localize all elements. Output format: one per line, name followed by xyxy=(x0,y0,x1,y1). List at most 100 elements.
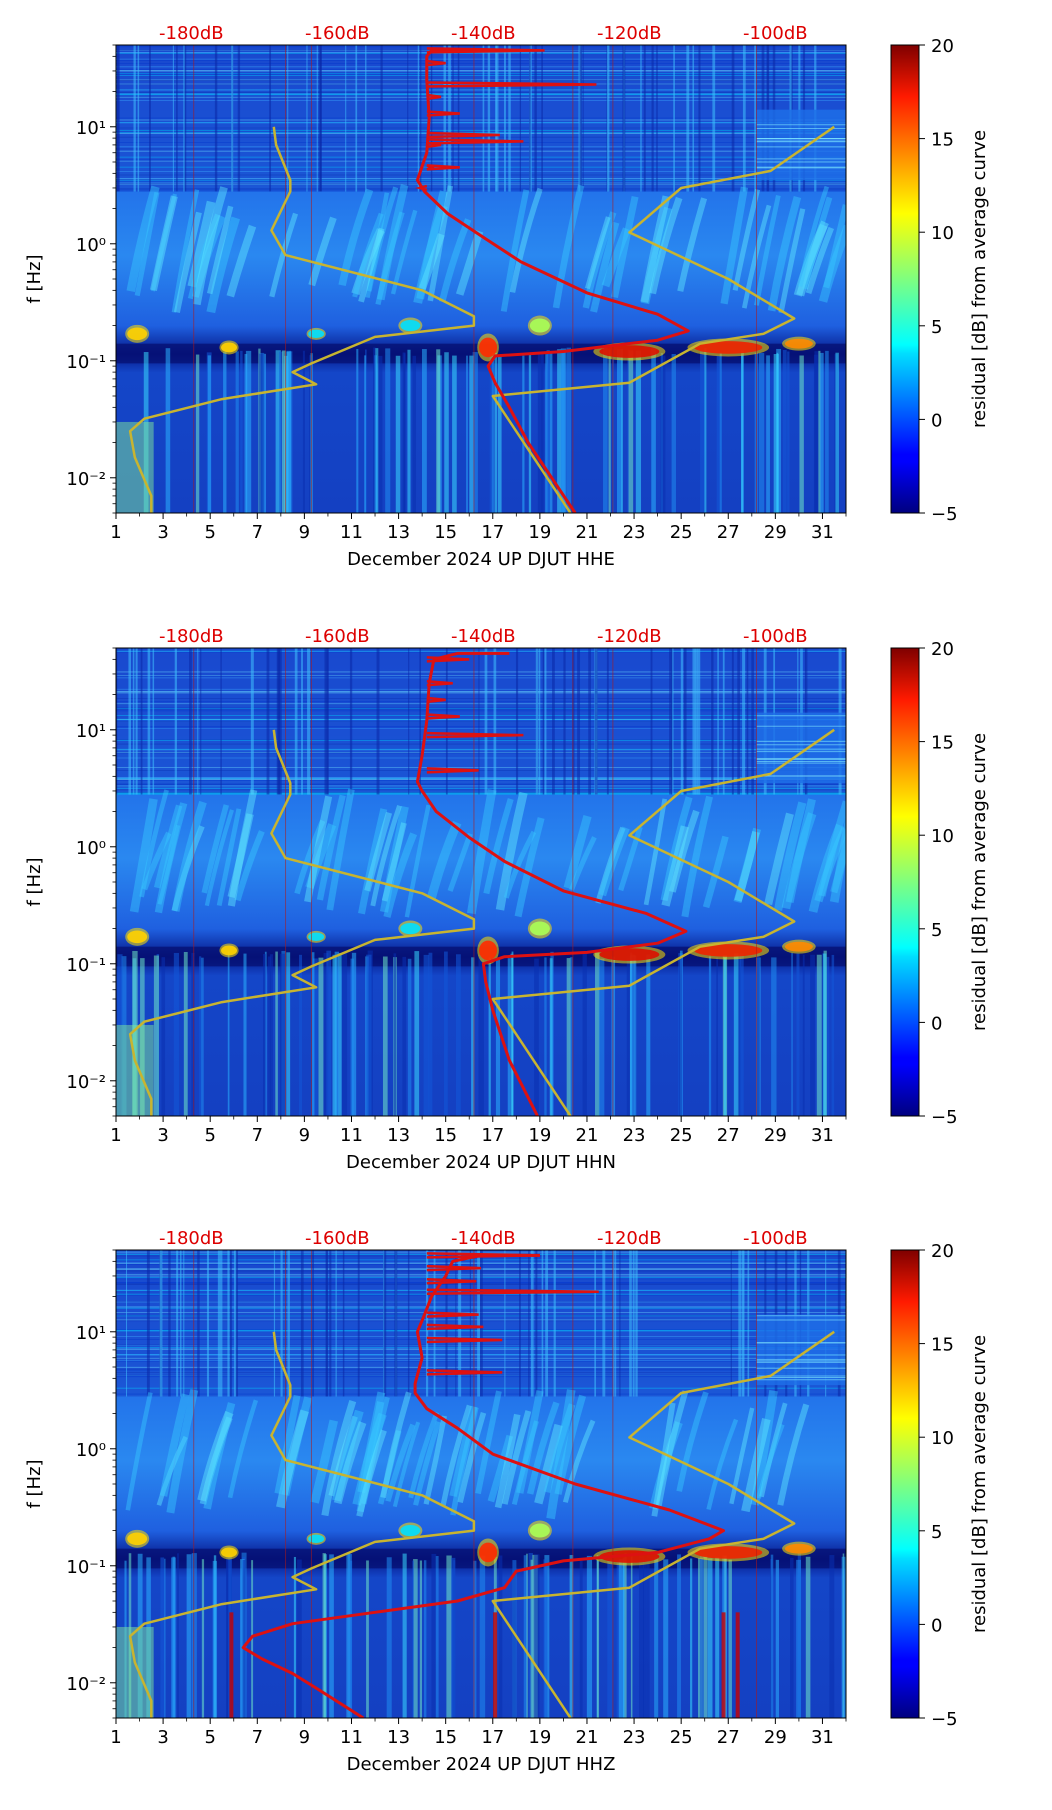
colorbar-tick-label: 5 xyxy=(931,920,942,941)
lf-column xyxy=(413,1559,418,1718)
lf-column xyxy=(212,1560,218,1718)
x-tick-label: 29 xyxy=(764,522,787,543)
lf-column xyxy=(153,955,159,1116)
median-psd-peak xyxy=(426,131,500,139)
lf-column xyxy=(386,1557,392,1718)
lf-column xyxy=(326,950,332,1116)
microseism-streak xyxy=(720,186,749,305)
lf-column xyxy=(423,954,430,1116)
x-tick-label: 27 xyxy=(717,522,740,543)
microseism-streak xyxy=(226,224,257,298)
lf-column xyxy=(537,353,543,513)
x-tick-label: 5 xyxy=(204,522,215,543)
lf-column xyxy=(775,1559,779,1718)
lf-column xyxy=(841,1556,846,1718)
microseism-streak xyxy=(640,206,673,305)
microseism-streak xyxy=(546,1389,576,1520)
lf-column xyxy=(479,1555,486,1718)
hotspot xyxy=(694,1546,763,1559)
top-db-label: -180dB xyxy=(159,23,224,44)
x-tick-label: 25 xyxy=(670,522,693,543)
lf-column xyxy=(455,954,461,1116)
colorbar-tick-label: 0 xyxy=(931,1013,942,1034)
lf-column xyxy=(403,353,406,513)
microseism-streak xyxy=(778,208,806,314)
microseism-streak xyxy=(450,1406,479,1516)
x-tick-label: 25 xyxy=(670,1727,693,1748)
microseism-streak xyxy=(191,215,226,298)
x-tick-label: 9 xyxy=(299,1125,310,1146)
microseism-streak xyxy=(511,1420,539,1506)
lf-column xyxy=(651,348,656,513)
microseism-streak xyxy=(793,220,829,297)
lf-column xyxy=(407,349,411,513)
lf-column xyxy=(297,1559,302,1718)
microseism-streak xyxy=(796,223,828,297)
microseism-streak xyxy=(640,195,671,303)
lf-column xyxy=(704,347,707,513)
x-tick-label: 1 xyxy=(110,1125,121,1146)
lf-column xyxy=(364,355,367,513)
colorbar xyxy=(890,44,920,514)
lf-column xyxy=(332,954,337,1116)
lf-column xyxy=(776,348,782,513)
hotspot xyxy=(127,327,148,341)
microseism-streak xyxy=(500,189,530,312)
x-tick-label: 3 xyxy=(157,1125,168,1146)
top-db-label: -180dB xyxy=(159,626,224,647)
lf-column xyxy=(737,954,742,1116)
x-tick-label: 7 xyxy=(252,1727,263,1748)
microseism-streak xyxy=(356,1429,387,1517)
lf-column xyxy=(382,956,388,1116)
lf-column xyxy=(275,350,281,513)
lf-column xyxy=(240,350,243,513)
y-tick-label: 10⁻¹ xyxy=(66,352,106,373)
lf-column xyxy=(787,351,790,513)
lf-column xyxy=(311,952,315,1116)
microseism-streak xyxy=(157,824,181,905)
microseism-streak xyxy=(681,795,713,918)
lf-column xyxy=(690,1558,693,1718)
lf-column xyxy=(350,958,355,1116)
microseism-streak xyxy=(379,805,409,913)
microseism-streak xyxy=(802,196,833,290)
top-db-label: -160dB xyxy=(305,23,370,44)
lf-column xyxy=(497,354,502,513)
lf-column xyxy=(511,951,514,1116)
lf-column xyxy=(245,350,252,513)
lf-column xyxy=(530,1559,533,1718)
lf-column xyxy=(494,352,497,513)
x-tick-label: 17 xyxy=(481,1125,504,1146)
lf-column xyxy=(240,1559,245,1718)
lf-column xyxy=(436,349,441,513)
lf-column xyxy=(446,1555,452,1718)
y-tick-label: 10⁰ xyxy=(76,1440,106,1461)
x-tick-label: 15 xyxy=(434,522,457,543)
lf-column xyxy=(356,348,359,513)
hotspot xyxy=(599,948,660,961)
lf-column xyxy=(435,1556,439,1718)
microseism-streak xyxy=(173,211,202,313)
microseism-streak xyxy=(139,789,169,898)
plot-area xyxy=(116,45,846,513)
top-db-label: -140dB xyxy=(451,23,516,44)
x-tick-label: 21 xyxy=(576,522,599,543)
hf-block xyxy=(756,712,846,784)
hotspot xyxy=(308,932,325,942)
lf-column xyxy=(412,1560,414,1718)
lf-column xyxy=(628,350,634,513)
median-psd-peak xyxy=(426,767,479,774)
x-tick-label: 1 xyxy=(110,1727,121,1748)
lf-column xyxy=(818,350,821,513)
lf-column xyxy=(323,952,329,1116)
microseism-streak xyxy=(764,812,794,906)
lf-column xyxy=(630,1552,633,1718)
lf-column xyxy=(829,1555,835,1718)
median-psd-peak xyxy=(426,1252,540,1259)
lf-column xyxy=(603,347,608,513)
lf-column xyxy=(526,1553,528,1718)
lf-column xyxy=(703,1555,708,1718)
microseism-streak xyxy=(438,218,472,303)
microseism-streak xyxy=(582,211,617,309)
lf-column xyxy=(799,355,804,513)
